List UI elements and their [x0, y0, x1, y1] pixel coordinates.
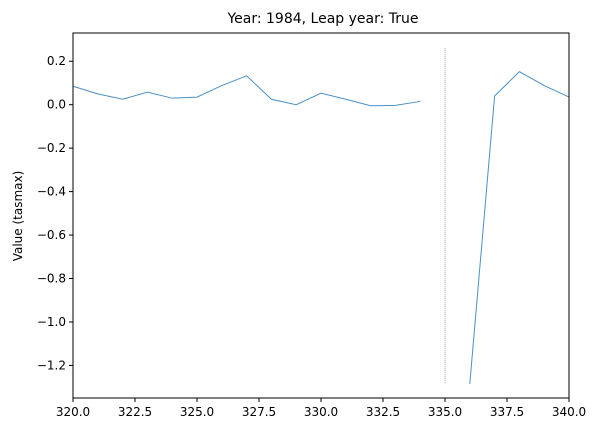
- y-tick-label: −0.2: [37, 141, 66, 155]
- x-tick-label: 330.0: [304, 405, 338, 419]
- y-tick-label: 0.0: [47, 98, 66, 112]
- y-tick-label: −0.4: [37, 185, 66, 199]
- x-tick-label: 322.5: [118, 405, 152, 419]
- axes-frame: [72, 32, 570, 399]
- y-tick-label: −1.2: [37, 358, 66, 372]
- y-axis-label: Value (tasmax): [11, 171, 25, 262]
- x-tick-label: 325.0: [180, 405, 214, 419]
- series-line-segment-0: [72, 75, 421, 107]
- x-tick-label: 340.0: [552, 405, 586, 419]
- x-tick-label: 337.5: [490, 405, 524, 419]
- x-tick-label: 320.0: [56, 405, 90, 419]
- x-tick-label: 335.0: [428, 405, 462, 419]
- y-tick-label: −0.8: [37, 272, 66, 286]
- plot-area: 320.0 322.5 325.0 327.5 330.0 332.5 335.0 337.5…: [37, 32, 586, 419]
- y-tick-label: −0.6: [37, 228, 66, 242]
- x-tick-label: 327.5: [242, 405, 276, 419]
- series-line-segment-1: [469, 71, 570, 384]
- chart-title: Year: 1984, Leap year: True: [226, 11, 418, 27]
- x-tick-label: 332.5: [366, 405, 400, 419]
- y-tick-label: 0.2: [47, 54, 66, 68]
- y-tick-label: −1.0: [37, 315, 66, 329]
